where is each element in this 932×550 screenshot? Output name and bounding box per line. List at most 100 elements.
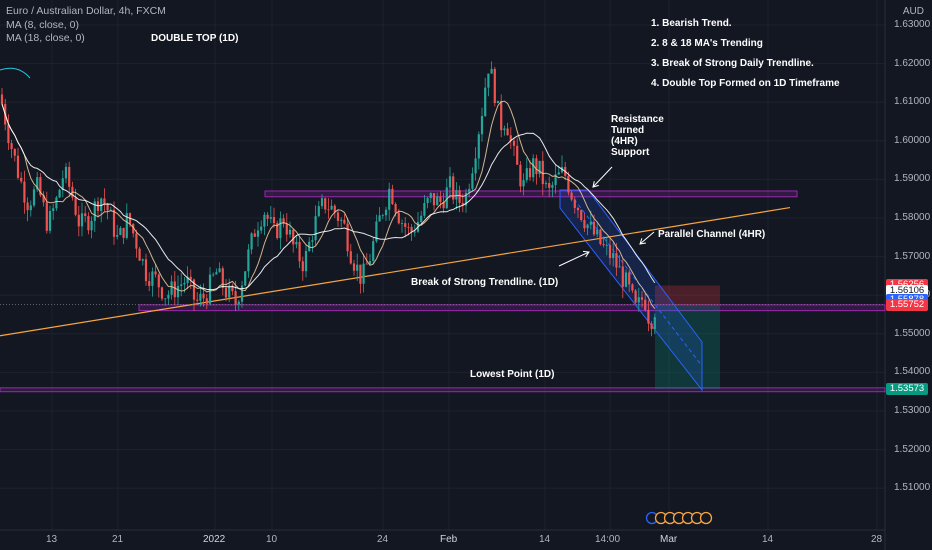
candle-body — [436, 196, 439, 206]
candle-body — [247, 249, 250, 272]
candle-body — [464, 192, 468, 206]
candle-body — [250, 233, 253, 250]
price-tick-label: 1.57000 — [894, 250, 931, 262]
candle-body — [599, 229, 602, 245]
candle-body — [0, 94, 4, 104]
candle-body — [528, 168, 532, 178]
candle-body — [407, 226, 410, 228]
candle-body — [589, 221, 592, 225]
time-tick-label: 13 — [46, 534, 58, 545]
channel-arrow-head — [639, 238, 646, 245]
candle-body — [522, 180, 525, 187]
lowest-point-zone — [0, 387, 886, 393]
candle-body — [388, 188, 391, 210]
candle-body — [333, 205, 336, 213]
price-tick-label: 1.54000 — [894, 366, 931, 378]
candle-body — [583, 220, 586, 229]
candle-body — [647, 309, 650, 324]
currency-label: AUD — [902, 6, 924, 17]
candle-body — [532, 158, 535, 178]
candle-body — [148, 281, 151, 286]
candle-body — [410, 226, 413, 232]
note-2: 2. 8 & 18 MA's Trending — [651, 38, 763, 49]
candle-body — [480, 115, 484, 135]
candle-body — [231, 285, 234, 292]
candle-body — [138, 248, 141, 261]
candle-body — [426, 198, 429, 204]
candle-body — [23, 181, 26, 203]
candle-body — [336, 212, 340, 221]
candle-body — [423, 203, 426, 216]
candle-body — [55, 197, 58, 209]
candle-body — [189, 276, 192, 280]
candle-body — [103, 198, 106, 205]
candle-body — [176, 285, 180, 298]
candle-body — [295, 241, 298, 245]
candle-body — [602, 244, 605, 246]
time-tick-label: 21 — [112, 534, 124, 545]
candle-body — [391, 188, 394, 205]
candle-body — [381, 215, 384, 217]
candle-body — [240, 285, 244, 302]
candle-body — [93, 201, 96, 221]
candle-body — [74, 197, 77, 215]
note-1: 1. Bearish Trend. — [651, 18, 732, 29]
candle-body — [10, 143, 13, 150]
candle-body — [551, 184, 554, 188]
candle-body — [362, 263, 365, 284]
candle-body — [320, 198, 324, 207]
candle-body — [192, 279, 196, 300]
candle-body — [256, 230, 260, 237]
candle-body — [125, 213, 128, 238]
price-tick-label: 1.55000 — [894, 327, 931, 339]
candle-body — [327, 209, 330, 211]
candle-body — [288, 229, 292, 235]
candle-body — [7, 124, 10, 144]
candle-body — [167, 294, 170, 299]
candle-body — [84, 213, 87, 216]
candle-body — [384, 209, 388, 216]
candle-body — [352, 263, 356, 271]
candle-body — [634, 290, 637, 303]
ma18-legend[interactable]: MA (18, close, 0) — [6, 32, 85, 44]
candle-body — [205, 298, 208, 304]
candle-body — [346, 223, 349, 252]
candle-body — [212, 274, 215, 276]
ma8-legend[interactable]: MA (8, close, 0) — [6, 18, 79, 31]
resistance-support-label: Resistance Turned (4HR) Support — [611, 114, 664, 158]
candle-body — [570, 192, 573, 200]
candle-body — [42, 195, 45, 203]
candle-body — [32, 189, 36, 206]
candle-body — [624, 272, 628, 287]
channel-arrow — [639, 231, 655, 245]
candle-body — [420, 215, 423, 223]
price-tag: 1.53573 — [886, 382, 928, 395]
symbol-title[interactable]: Euro / Australian Dollar, 4h, FXCM — [6, 5, 166, 17]
candle-body — [100, 198, 103, 211]
candle-body — [141, 259, 144, 261]
candle-body — [244, 271, 247, 286]
candle-body — [445, 187, 448, 209]
candle-body — [544, 183, 548, 185]
candle-body — [557, 172, 560, 175]
candle-body — [29, 205, 32, 211]
candle-body — [90, 220, 93, 231]
candle-body — [266, 214, 269, 219]
resistance-arrow — [592, 166, 613, 188]
note-4: 4. Double Top Formed on 1D Timeframe — [651, 78, 840, 89]
price-tick-label: 1.52000 — [894, 443, 931, 455]
trendline-break-label: Break of Strong Trendline. (1D) — [411, 277, 559, 288]
candle-body — [519, 164, 522, 187]
resistance-arrow-head — [592, 181, 599, 188]
candle-body — [324, 198, 327, 210]
time-tick-label: 24 — [377, 534, 389, 545]
candle-body — [621, 266, 624, 287]
candle-body — [608, 244, 612, 259]
candle-body — [535, 158, 538, 175]
candle-body — [237, 301, 240, 305]
candle-body — [301, 261, 304, 272]
candle-body — [144, 259, 148, 282]
candle-body — [592, 221, 596, 235]
double-top-label: DOUBLE TOP (1D) — [151, 33, 239, 44]
